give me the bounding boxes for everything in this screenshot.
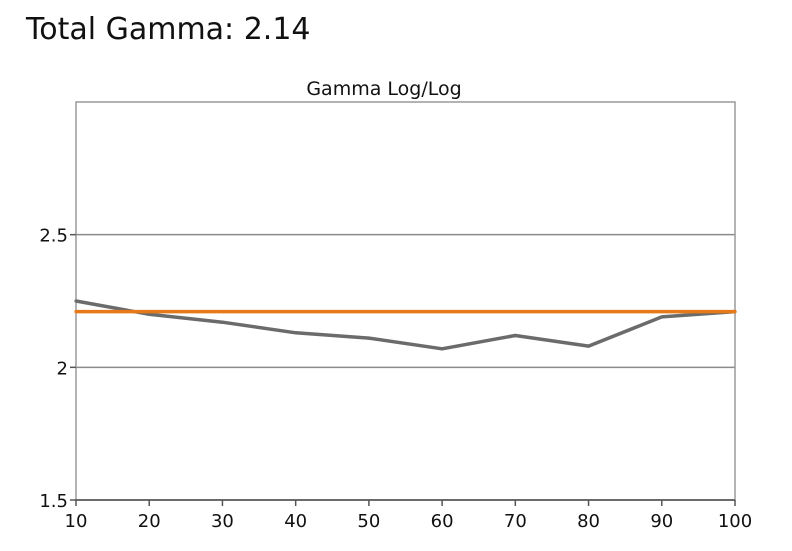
- series-0-point: [147, 312, 151, 316]
- chart-title: Gamma Log/Log: [306, 78, 461, 100]
- y-tick-label: 2.5: [39, 226, 68, 247]
- series-layer: [74, 299, 737, 351]
- series-0-point: [74, 299, 78, 303]
- plot-frame: [75, 101, 736, 501]
- total-gamma-heading: Total Gamma: 2.14: [26, 12, 311, 47]
- series-0-point: [660, 315, 664, 319]
- grid-layer: [76, 233, 735, 501]
- x-tick-label: 30: [211, 511, 234, 532]
- series-0-point: [513, 333, 517, 338]
- series-0-line: [75, 299, 736, 351]
- series-0-point: [367, 336, 371, 340]
- x-tick-label: 80: [577, 511, 600, 532]
- series-0-point: [586, 344, 591, 348]
- x-tick-label: 60: [431, 511, 454, 532]
- series-0-point: [440, 347, 444, 351]
- axis-layer: [70, 101, 736, 506]
- series-1-point: [74, 310, 78, 314]
- x-tick-label: 50: [357, 511, 380, 532]
- x-tick-label: 100: [718, 511, 752, 532]
- x-tick-label: 10: [65, 511, 88, 532]
- x-tick-label: 70: [504, 511, 527, 532]
- y-tick-label: 1.5: [39, 491, 68, 512]
- y-tick-label: 2: [57, 358, 68, 379]
- x-tick-label: 90: [650, 511, 673, 532]
- tick-layer: 1.5 2 2.5 10 20 30 40 50 60 70 80 90 100: [39, 226, 752, 532]
- series-0-point: [220, 320, 225, 324]
- x-tick-label: 40: [284, 511, 307, 532]
- x-tick-label: 20: [138, 511, 161, 532]
- series-0-point: [294, 331, 298, 335]
- series-1-point: [733, 310, 737, 314]
